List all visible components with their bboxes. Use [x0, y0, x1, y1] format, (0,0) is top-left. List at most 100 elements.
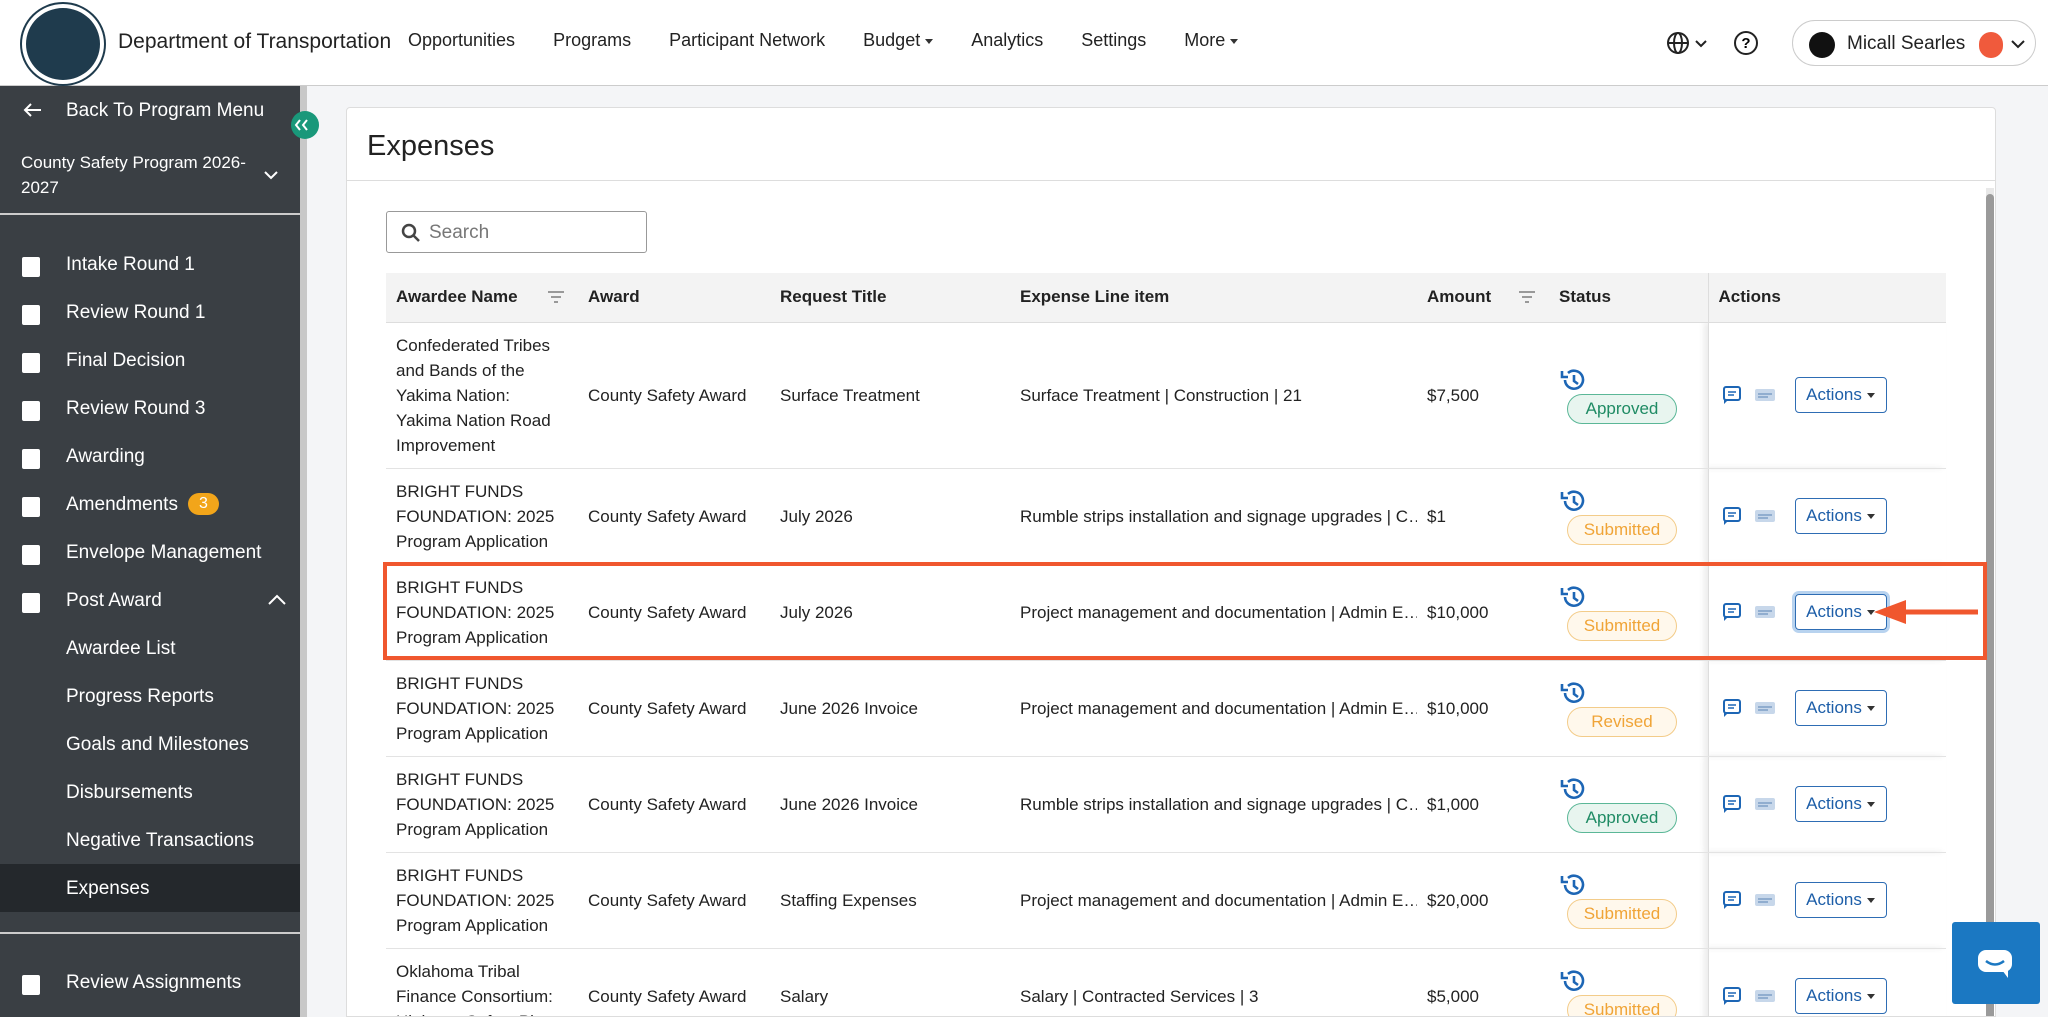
- comment-icon[interactable]: [1721, 793, 1743, 815]
- actions-button[interactable]: Actions: [1794, 377, 1887, 413]
- search-input[interactable]: Search: [386, 211, 647, 253]
- history-icon[interactable]: [1559, 871, 1587, 899]
- sidebar-item[interactable]: Awarding: [66, 446, 145, 467]
- cell-award: County Safety Award: [578, 322, 770, 469]
- comment-icon[interactable]: [1721, 601, 1743, 623]
- sidebar-item[interactable]: Envelope Management: [66, 542, 262, 563]
- card-icon[interactable]: [1753, 384, 1777, 406]
- sidebar-subitem[interactable]: Goals and Milestones: [66, 734, 249, 755]
- column-header[interactable]: Status: [1549, 273, 1708, 323]
- actions-button[interactable]: Actions: [1794, 978, 1887, 1014]
- actions-cell: Actions: [1707, 322, 1946, 469]
- help-icon[interactable]: ?: [1733, 30, 1759, 56]
- history-icon[interactable]: [1559, 366, 1587, 394]
- nav-item[interactable]: Settings: [1081, 30, 1147, 50]
- chat-button[interactable]: [1952, 922, 2040, 1004]
- status-pill: Approved: [1567, 394, 1677, 424]
- collapse-button[interactable]: [291, 111, 319, 139]
- svg-text:?: ?: [1741, 35, 1750, 52]
- table-row: BRIGHT FUNDS FOUNDATION: 2025 Program Ap…: [386, 852, 1946, 949]
- card-icon[interactable]: [1753, 793, 1777, 815]
- status-pill: Submitted: [1567, 515, 1677, 545]
- history-icon[interactable]: [1559, 583, 1587, 611]
- back-link[interactable]: Back To Program Menu: [66, 100, 265, 121]
- sidebar-subitem[interactable]: Progress Reports: [66, 686, 214, 707]
- comment-icon[interactable]: [1721, 889, 1743, 911]
- sidebar-subitem[interactable]: Awardee List: [66, 638, 176, 659]
- sidebar-icon: [22, 257, 40, 277]
- history-icon[interactable]: [1559, 775, 1587, 803]
- user-menu[interactable]: Micall Searles: [1792, 20, 2036, 66]
- cell-award: County Safety Award: [578, 756, 770, 853]
- sidebar-item[interactable]: Review Assignments: [66, 972, 242, 993]
- card-icon[interactable]: [1753, 601, 1777, 623]
- card-icon[interactable]: [1753, 505, 1777, 527]
- actions-cell: Actions: [1707, 948, 1946, 1016]
- history-icon[interactable]: [1559, 967, 1587, 995]
- comment-icon[interactable]: [1721, 697, 1743, 719]
- comment-icon[interactable]: [1721, 985, 1743, 1007]
- sidebar-subitem[interactable]: Disbursements: [66, 782, 193, 803]
- sidebar-item[interactable]: Intake Round 1: [66, 254, 195, 275]
- status-cell: Submitted: [1549, 564, 1708, 661]
- history-icon[interactable]: [1559, 679, 1587, 707]
- filter-icon[interactable]: [548, 291, 564, 303]
- org-name[interactable]: Department of Transportation: [118, 30, 392, 53]
- status-pill: Approved: [1567, 803, 1677, 833]
- annotation-arrow: [1874, 600, 1978, 624]
- cell-expense: Project management and documentation | A…: [1010, 852, 1417, 949]
- cell-expense: Salary | Contracted Services | 3: [1010, 948, 1417, 1016]
- cell-amount: $7,500: [1417, 322, 1549, 469]
- filter-icon[interactable]: [1519, 291, 1535, 303]
- badge: 3: [188, 493, 219, 515]
- comment-icon[interactable]: [1721, 384, 1743, 406]
- cell-request-title: Surface Treatment: [770, 322, 1010, 469]
- sidebar: Back To Program Menu County Safety Progr…: [0, 86, 300, 1017]
- sidebar-icon: [22, 401, 40, 421]
- cell-expense: Rumble strips installation and signage u…: [1010, 468, 1417, 565]
- actions-button[interactable]: Actions: [1794, 690, 1887, 726]
- cell-expense: Project management and documentation | A…: [1010, 660, 1417, 757]
- status-pill: Submitted: [1567, 611, 1677, 641]
- page-title: Expenses: [367, 130, 495, 162]
- program-select[interactable]: County Safety Program 2026-2027: [21, 153, 246, 197]
- sidebar-item[interactable]: Amendments: [66, 494, 178, 515]
- nav-item[interactable]: Opportunities: [408, 30, 516, 50]
- main-nav: Opportunities Programs Participant Network…: [408, 30, 1238, 51]
- nav-item[interactable]: Budget: [863, 30, 933, 51]
- column-header[interactable]: Request Title: [770, 273, 1010, 323]
- nav-item[interactable]: Programs: [553, 30, 632, 50]
- history-icon[interactable]: [1559, 487, 1587, 515]
- status-pill: Submitted: [1567, 899, 1677, 929]
- column-header[interactable]: Awardee Name: [386, 273, 578, 323]
- actions-button[interactable]: Actions: [1794, 882, 1887, 918]
- sidebar-item[interactable]: Post Award: [66, 590, 162, 611]
- sidebar-subitem[interactable]: Negative Transactions: [66, 830, 254, 851]
- sidebar-subitem[interactable]: Expenses: [66, 878, 150, 899]
- card-icon[interactable]: [1753, 985, 1777, 1007]
- nav-item[interactable]: More: [1184, 30, 1238, 51]
- status-cell: Revised: [1549, 660, 1708, 757]
- language-menu[interactable]: [1666, 30, 1710, 56]
- actions-button[interactable]: Actions: [1794, 786, 1887, 822]
- cell-expense: Rumble strips installation and signage u…: [1010, 756, 1417, 853]
- column-header[interactable]: Expense Line item: [1010, 273, 1417, 323]
- column-header[interactable]: Amount: [1417, 273, 1549, 323]
- cell-request-title: Salary: [770, 948, 1010, 1016]
- sidebar-item[interactable]: Final Decision: [66, 350, 186, 371]
- actions-button[interactable]: Actions: [1794, 498, 1887, 534]
- sidebar-item[interactable]: Review Round 1: [66, 302, 206, 323]
- nav-item[interactable]: Participant Network: [669, 30, 826, 50]
- sidebar-scrollbar: [300, 86, 307, 1017]
- nav-item[interactable]: Analytics: [971, 30, 1044, 50]
- comment-icon[interactable]: [1721, 505, 1743, 527]
- sidebar-item[interactable]: Review Round 3: [66, 398, 206, 419]
- logo[interactable]: [22, 4, 104, 84]
- cell-award: County Safety Award: [578, 468, 770, 565]
- card-icon[interactable]: [1753, 697, 1777, 719]
- sidebar-icon: [22, 497, 40, 517]
- card-icon[interactable]: [1753, 889, 1777, 911]
- column-header[interactable]: Award: [578, 273, 770, 323]
- expand-icon[interactable]: [268, 594, 286, 606]
- status-cell: Submitted: [1549, 852, 1708, 949]
